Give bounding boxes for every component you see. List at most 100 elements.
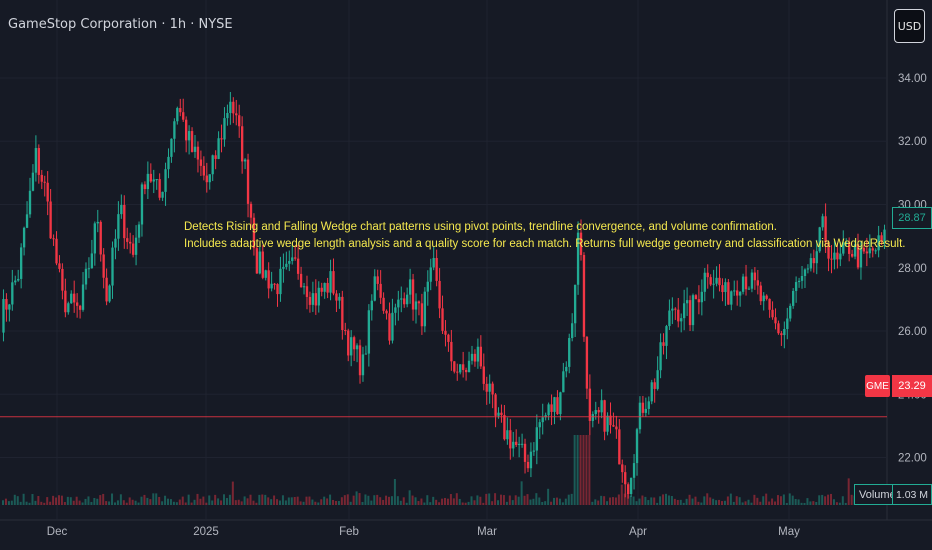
candle-body	[211, 155, 214, 175]
candle-body	[842, 242, 845, 254]
volume-bar	[538, 497, 541, 505]
candle-body	[414, 301, 418, 310]
volume-bar	[747, 499, 750, 505]
volume-bar	[264, 494, 267, 505]
candle-body	[184, 119, 188, 141]
volume-bar	[609, 497, 612, 505]
volume-bar	[66, 496, 69, 505]
volume-bar	[337, 501, 340, 505]
volume-bar	[376, 494, 379, 505]
x-tick-label-4: Apr	[629, 526, 647, 538]
volume-bar	[140, 496, 143, 505]
volume-bar	[591, 501, 594, 505]
volume-bar	[494, 493, 497, 505]
candle-body	[515, 441, 518, 446]
candle-body	[426, 281, 429, 292]
x-tick-label-0: Dec	[47, 526, 68, 538]
candle-body	[341, 296, 344, 331]
candle-body	[420, 303, 424, 327]
candle-body	[370, 300, 373, 311]
volume-bar	[647, 500, 650, 505]
candle-body	[464, 369, 468, 373]
candle-body	[400, 298, 403, 300]
candle-body	[624, 472, 627, 485]
volume-bar	[332, 499, 335, 505]
volume-bar	[488, 493, 491, 505]
volume-value: 1.03 M	[892, 484, 932, 505]
candle-body	[252, 217, 256, 249]
volume-bar	[96, 498, 99, 505]
candle-body	[736, 290, 739, 296]
volume-bar	[16, 496, 19, 505]
candle-body	[326, 282, 329, 293]
volume-bar	[485, 493, 488, 505]
volume-bar	[164, 495, 167, 505]
volume-bar	[49, 501, 52, 505]
volume-bar	[644, 496, 647, 505]
volume-bar	[715, 500, 718, 505]
candle-body	[179, 108, 182, 113]
candle-body	[862, 247, 866, 252]
candle-body	[223, 118, 226, 140]
volume-bar	[659, 496, 662, 505]
currency-button[interactable]: USD	[894, 9, 925, 43]
volume-bar	[432, 496, 435, 505]
candle-body	[19, 247, 23, 279]
volume-bar	[712, 498, 715, 505]
candle-body	[55, 238, 58, 264]
candle-body	[70, 293, 73, 304]
candle-body	[712, 283, 715, 285]
volume-bar	[323, 496, 326, 505]
candle-body	[229, 101, 232, 114]
candle-body	[812, 258, 815, 264]
volume-bar	[390, 496, 393, 505]
candle-body	[173, 121, 176, 139]
candle-body	[700, 291, 704, 303]
candle-body	[261, 251, 264, 278]
candle-body	[438, 280, 441, 309]
volume-bar	[314, 501, 317, 505]
candle-body	[338, 296, 341, 301]
candle-body	[665, 326, 668, 346]
candle-body	[291, 257, 294, 262]
candle-body	[423, 291, 427, 327]
candle-body	[17, 278, 20, 281]
volume-bar	[290, 497, 293, 505]
volume-bar	[582, 435, 585, 505]
volume-bar	[794, 498, 797, 505]
volume-bar	[744, 501, 747, 505]
volume-bar	[99, 495, 102, 505]
volume-bar	[220, 500, 223, 505]
candle-body	[747, 288, 751, 290]
volume-bar	[52, 495, 55, 505]
y-tick-label-3: 28.00	[898, 263, 927, 275]
candle-body	[49, 201, 52, 239]
volume-bar	[491, 501, 494, 505]
candle-body	[61, 268, 64, 291]
volume-bar	[388, 496, 391, 505]
volume-bar	[720, 501, 723, 505]
candle-body	[279, 268, 282, 295]
candle-body	[158, 179, 161, 198]
candle-body	[11, 282, 14, 305]
volume-bar	[703, 496, 706, 505]
volume-bar	[600, 495, 603, 505]
candle-body	[680, 318, 683, 322]
candle-body	[391, 312, 394, 341]
candle-body	[615, 426, 618, 430]
candle-body	[467, 360, 471, 373]
volume-bar	[411, 495, 414, 505]
volume-bar	[726, 496, 729, 505]
candle-body	[715, 277, 718, 284]
candle-body	[850, 253, 854, 257]
volume-bar	[93, 497, 96, 505]
candle-body	[517, 443, 521, 446]
candle-body	[727, 282, 730, 305]
candle-body	[874, 250, 877, 252]
candle-body	[821, 216, 824, 228]
volume-bar	[611, 497, 614, 505]
volume-label[interactable]: Volume	[854, 484, 901, 505]
candle-body	[780, 333, 783, 336]
candle-body	[839, 253, 842, 260]
